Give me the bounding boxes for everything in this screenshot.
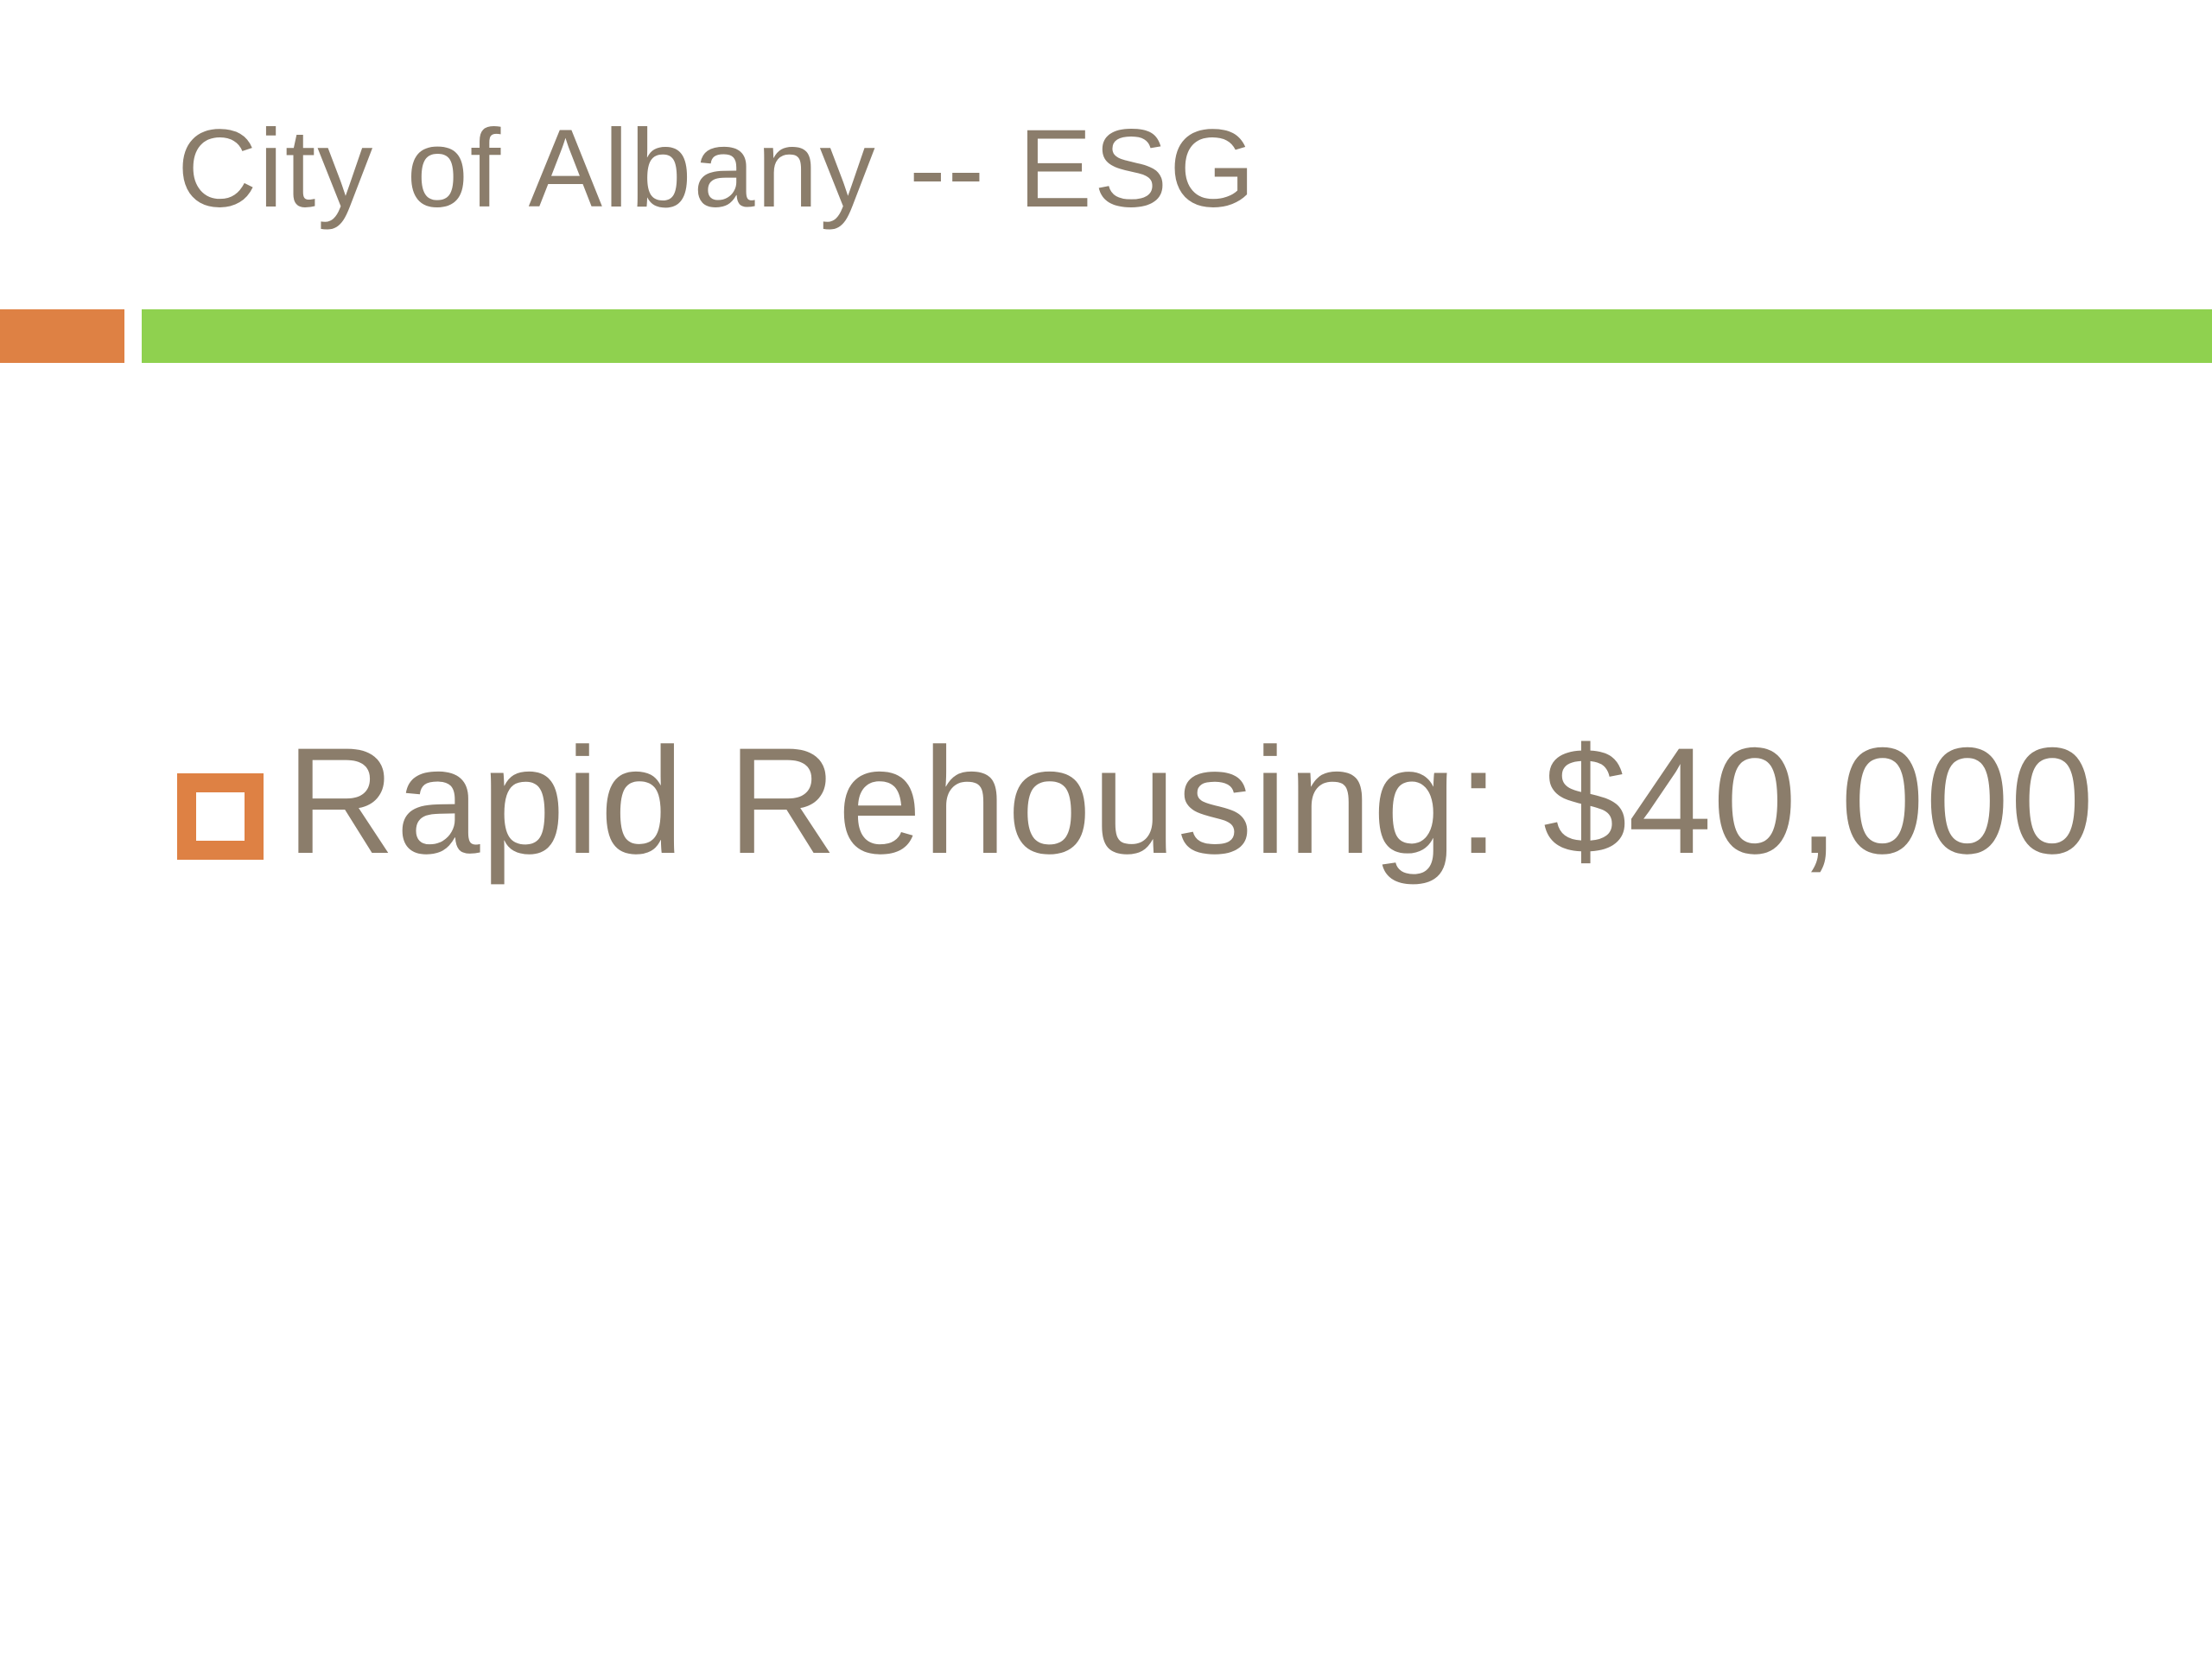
slide-title: City of Albany -- ESG: [177, 107, 1257, 231]
bullet-item-text: Rapid Rehousing: $40,000: [286, 717, 2095, 886]
divider-green-bar: [142, 309, 2212, 363]
divider-orange-block: [0, 309, 124, 363]
title-divider: [0, 309, 2212, 363]
bullet-list-item: Rapid Rehousing: $40,000: [177, 726, 2094, 877]
square-bullet-icon: [177, 773, 264, 860]
